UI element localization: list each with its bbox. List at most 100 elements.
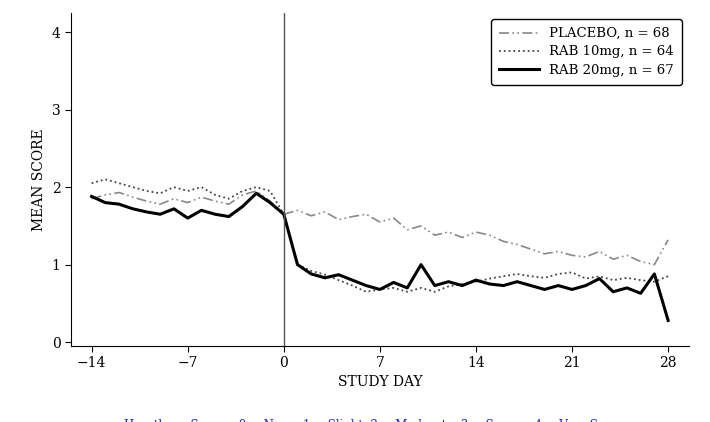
RAB 20mg, n = 67 [142, 209, 151, 214]
RAB 10mg, n = 64 [664, 274, 672, 279]
RAB 10mg, n = 64 [156, 191, 165, 196]
RAB 10mg, n = 64 [499, 274, 508, 279]
RAB 10mg, n = 64 [389, 285, 398, 290]
Line: RAB 10mg, n = 64: RAB 10mg, n = 64 [92, 179, 668, 292]
RAB 10mg, n = 64 [636, 278, 645, 283]
RAB 10mg, n = 64 [115, 181, 124, 186]
PLACEBO, n = 68 [513, 242, 521, 247]
PLACEBO, n = 68 [664, 237, 672, 242]
RAB 20mg, n = 67 [197, 208, 206, 213]
RAB 20mg, n = 67 [486, 281, 494, 287]
RAB 20mg, n = 67 [527, 283, 535, 288]
RAB 10mg, n = 64 [224, 196, 233, 201]
RAB 20mg, n = 67 [293, 262, 302, 267]
RAB 10mg, n = 64 [252, 184, 261, 189]
RAB 10mg, n = 64 [101, 177, 109, 182]
PLACEBO, n = 68 [156, 202, 165, 207]
RAB 20mg, n = 67 [623, 285, 631, 290]
PLACEBO, n = 68 [444, 230, 453, 235]
PLACEBO, n = 68 [376, 219, 384, 225]
RAB 10mg, n = 64 [471, 279, 480, 284]
RAB 20mg, n = 67 [307, 271, 315, 276]
PLACEBO, n = 68 [486, 233, 494, 238]
RAB 10mg, n = 64 [211, 192, 219, 197]
RAB 20mg, n = 67 [156, 212, 165, 217]
PLACEBO, n = 68 [307, 213, 315, 218]
PLACEBO, n = 68 [389, 216, 398, 221]
RAB 10mg, n = 64 [540, 275, 549, 280]
RAB 20mg, n = 67 [239, 204, 247, 209]
PLACEBO, n = 68 [595, 249, 604, 254]
RAB 10mg, n = 64 [321, 272, 329, 277]
Y-axis label: MEAN SCORE: MEAN SCORE [32, 128, 46, 231]
RAB 10mg, n = 64 [266, 189, 274, 194]
RAB 10mg, n = 64 [348, 283, 356, 288]
RAB 10mg, n = 64 [650, 279, 659, 284]
RAB 10mg, n = 64 [430, 289, 439, 294]
PLACEBO, n = 68 [430, 233, 439, 238]
PLACEBO, n = 68 [540, 251, 549, 256]
RAB 10mg, n = 64 [527, 274, 535, 279]
PLACEBO, n = 68 [527, 246, 535, 252]
RAB 20mg, n = 67 [334, 272, 343, 277]
RAB 20mg, n = 67 [348, 278, 356, 283]
RAB 20mg, n = 67 [664, 318, 672, 323]
RAB 10mg, n = 64 [239, 189, 247, 194]
RAB 20mg, n = 67 [513, 279, 521, 284]
RAB 20mg, n = 67 [362, 283, 371, 288]
RAB 10mg, n = 64 [403, 289, 412, 294]
RAB 20mg, n = 67 [499, 283, 508, 288]
PLACEBO, n = 68 [280, 212, 288, 217]
RAB 10mg, n = 64 [554, 271, 562, 276]
RAB 20mg, n = 67 [430, 283, 439, 288]
RAB 20mg, n = 67 [101, 200, 109, 205]
RAB 20mg, n = 67 [444, 279, 453, 284]
RAB 20mg, n = 67 [417, 262, 425, 267]
PLACEBO, n = 68 [334, 217, 343, 222]
RAB 10mg, n = 64 [623, 275, 631, 280]
PLACEBO, n = 68 [362, 212, 371, 217]
RAB 10mg, n = 64 [197, 184, 206, 189]
PLACEBO, n = 68 [348, 214, 356, 219]
RAB 20mg, n = 67 [554, 283, 562, 288]
RAB 10mg, n = 64 [362, 289, 371, 294]
RAB 20mg, n = 67 [129, 206, 137, 211]
RAB 10mg, n = 64 [513, 271, 521, 276]
RAB 20mg, n = 67 [581, 283, 590, 288]
RAB 20mg, n = 67 [458, 283, 466, 288]
PLACEBO, n = 68 [115, 190, 124, 195]
Legend: PLACEBO, n = 68, RAB 10mg, n = 64, RAB 20mg, n = 67: PLACEBO, n = 68, RAB 10mg, n = 64, RAB 2… [491, 19, 682, 85]
RAB 10mg, n = 64 [417, 285, 425, 290]
RAB 10mg, n = 64 [307, 268, 315, 273]
PLACEBO, n = 68 [609, 257, 618, 262]
RAB 20mg, n = 67 [650, 271, 659, 276]
PLACEBO, n = 68 [650, 262, 659, 267]
PLACEBO, n = 68 [101, 192, 109, 197]
PLACEBO, n = 68 [224, 202, 233, 207]
RAB 10mg, n = 64 [87, 181, 96, 186]
RAB 10mg, n = 64 [609, 278, 618, 283]
RAB 20mg, n = 67 [595, 276, 604, 281]
PLACEBO, n = 68 [129, 195, 137, 200]
PLACEBO, n = 68 [87, 196, 96, 201]
RAB 20mg, n = 67 [321, 275, 329, 280]
RAB 20mg, n = 67 [266, 200, 274, 205]
RAB 20mg, n = 67 [568, 287, 577, 292]
PLACEBO, n = 68 [636, 259, 645, 264]
RAB 20mg, n = 67 [115, 202, 124, 207]
PLACEBO, n = 68 [471, 230, 480, 235]
RAB 20mg, n = 67 [376, 287, 384, 292]
PLACEBO, n = 68 [458, 235, 466, 240]
PLACEBO, n = 68 [239, 192, 247, 197]
RAB 20mg, n = 67 [183, 216, 192, 221]
RAB 20mg, n = 67 [636, 291, 645, 296]
Line: RAB 20mg, n = 67: RAB 20mg, n = 67 [92, 193, 668, 320]
RAB 10mg, n = 64 [170, 184, 178, 189]
RAB 20mg, n = 67 [389, 280, 398, 285]
RAB 10mg, n = 64 [581, 276, 590, 281]
RAB 10mg, n = 64 [280, 212, 288, 217]
RAB 10mg, n = 64 [458, 281, 466, 287]
RAB 20mg, n = 67 [403, 285, 412, 290]
RAB 10mg, n = 64 [142, 189, 151, 194]
Text: Heartburn Scores: 0 = None, 1 = Slight, 2 = Moderate, 3 = Severe, 4 = Very Sever: Heartburn Scores: 0 = None, 1 = Slight, … [124, 419, 635, 422]
